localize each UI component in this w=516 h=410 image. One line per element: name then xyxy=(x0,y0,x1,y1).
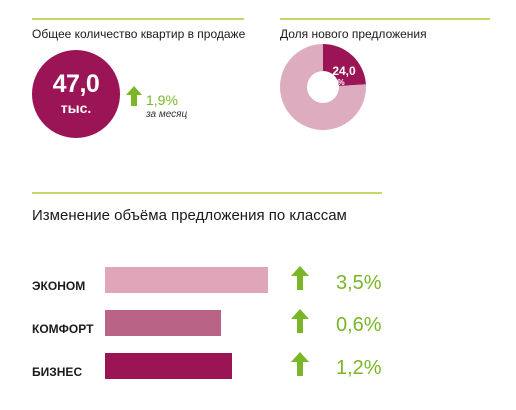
value-label-econom: 3,5% xyxy=(336,272,382,294)
arrow-up-icon xyxy=(291,309,309,333)
value-label-comfort: 0,6% xyxy=(336,314,382,336)
donut-slice-new xyxy=(323,44,366,86)
bar-business xyxy=(105,353,233,379)
arrow-up-icon xyxy=(291,352,309,376)
arrow-up-icon xyxy=(291,266,309,290)
top-right-rule xyxy=(280,18,490,20)
kpi-circle: 47,0 тыс. xyxy=(32,50,120,138)
share-title: Доля нового предложения xyxy=(280,27,427,41)
bar-comfort xyxy=(105,310,221,336)
arrow-up-icon xyxy=(126,86,142,106)
category-label-econom: ЭКОНОМ xyxy=(32,279,86,293)
category-label-comfort: КОМФОРТ xyxy=(32,322,94,336)
middle-rule xyxy=(32,192,382,194)
donut-unit-label: % xyxy=(337,78,344,87)
value-label-business: 1,2% xyxy=(336,357,382,379)
bar-econom xyxy=(105,267,268,293)
category-label-business: БИЗНЕС xyxy=(32,365,83,379)
top-left-rule xyxy=(32,18,244,20)
kpi-unit: тыс. xyxy=(60,100,92,116)
donut-slice-rest xyxy=(280,44,367,130)
kpi-change-note: за месяц xyxy=(146,109,188,120)
bar-chart-title: Изменение объёма предложения по классам xyxy=(32,207,347,224)
kpi-title: Общее количество квартир в продаже xyxy=(32,27,246,41)
kpi-value: 47,0 xyxy=(52,70,100,98)
donut-value-label: 24,0 xyxy=(332,64,356,78)
kpi-change: 1,9% xyxy=(146,92,178,108)
